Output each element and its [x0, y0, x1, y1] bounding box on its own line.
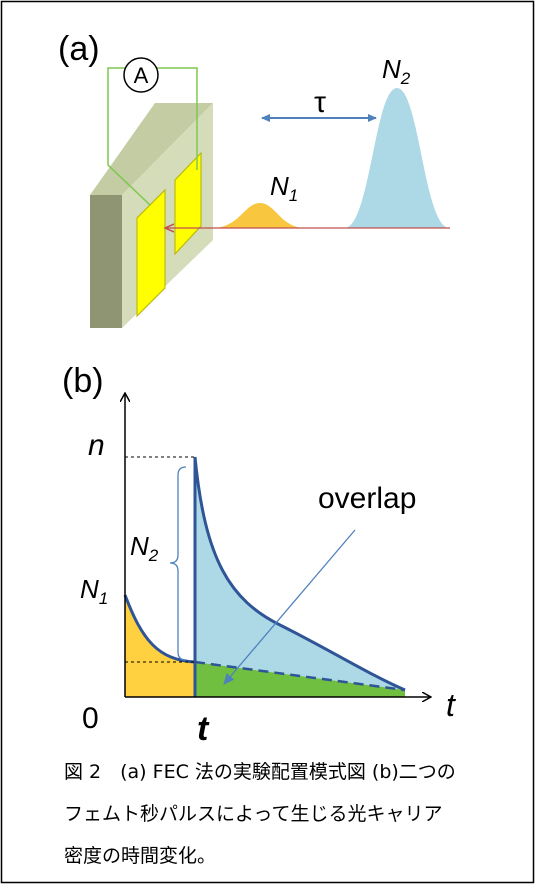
label-part: 2: [148, 546, 159, 565]
pulse-1: [215, 203, 303, 228]
device: [90, 103, 213, 328]
overlap-arrow: [223, 529, 356, 685]
ammeter-label: A: [134, 63, 149, 88]
label-part: N: [382, 54, 401, 84]
pulse-2-label: N2: [382, 54, 411, 88]
origin-label: 0: [82, 702, 99, 735]
caption-line: 図 2 (a) FEC 法の実験配置模式図 (b)二つの: [64, 761, 456, 783]
time-mark: t: [197, 710, 210, 748]
ammeter: [123, 57, 159, 93]
n2-label: N2: [130, 531, 159, 565]
panel-label: (a): [58, 30, 100, 68]
curve-2: [193, 456, 406, 697]
label-part: 1: [289, 186, 298, 205]
x-axis-label: t: [446, 687, 456, 723]
overlap-area: [195, 662, 405, 697]
caption-line: フェムト秒パルスによって生じる光キャリア: [64, 803, 442, 825]
label-part: 1: [99, 589, 108, 608]
y-axis-label: n: [88, 429, 105, 462]
n1-label: N1: [80, 574, 108, 608]
area-1: [125, 595, 195, 697]
label-part: 2: [400, 69, 411, 88]
brace: [169, 466, 187, 661]
panel-label: (b): [62, 362, 104, 400]
pulse-1-label: N1: [270, 171, 298, 205]
wire: [107, 67, 198, 206]
area-2: [195, 457, 405, 690]
label-part: N: [80, 574, 99, 604]
curve-1: [123, 594, 196, 664]
caption-line: 密度の時間変化。: [64, 845, 216, 867]
label-part: N: [270, 171, 289, 201]
pulse-2: [345, 88, 449, 228]
label-part: N: [130, 531, 149, 561]
overlap-label: overlap: [318, 482, 416, 515]
tail-1: [194, 660, 406, 692]
delay-label: τ: [314, 86, 326, 119]
